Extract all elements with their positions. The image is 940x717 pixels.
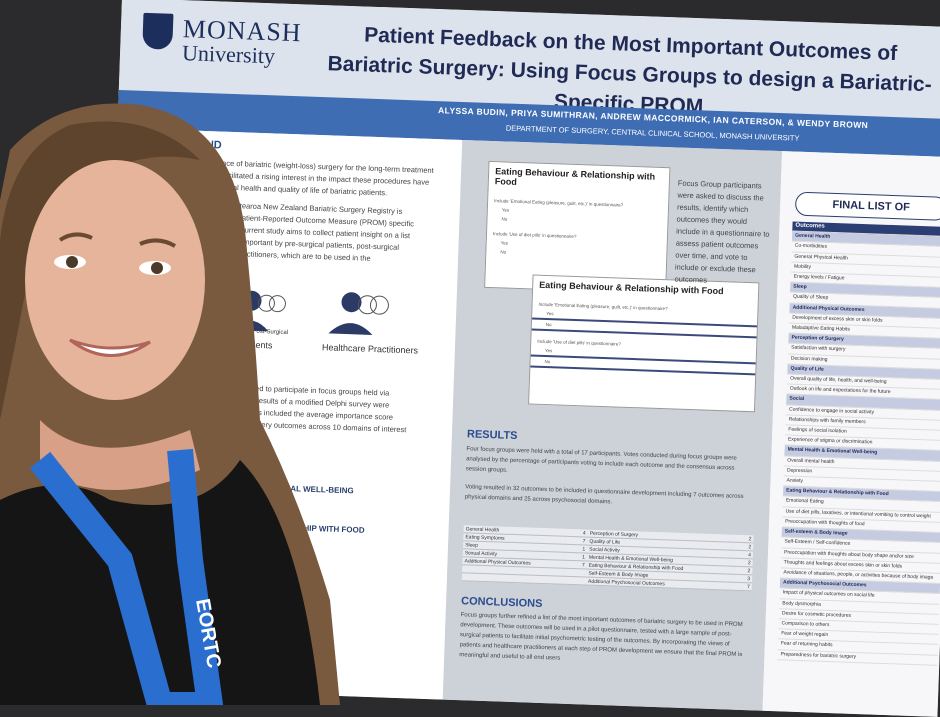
- pupil: [66, 256, 78, 268]
- eyebrow: [139, 238, 177, 248]
- lanyard: [29, 448, 224, 705]
- smile: [69, 338, 151, 357]
- eyebrow: [58, 232, 93, 242]
- pupil: [151, 262, 163, 274]
- practitioner-icon: [328, 292, 389, 335]
- face: [25, 160, 205, 400]
- hair-shadow: [0, 121, 200, 421]
- neck: [40, 420, 200, 490]
